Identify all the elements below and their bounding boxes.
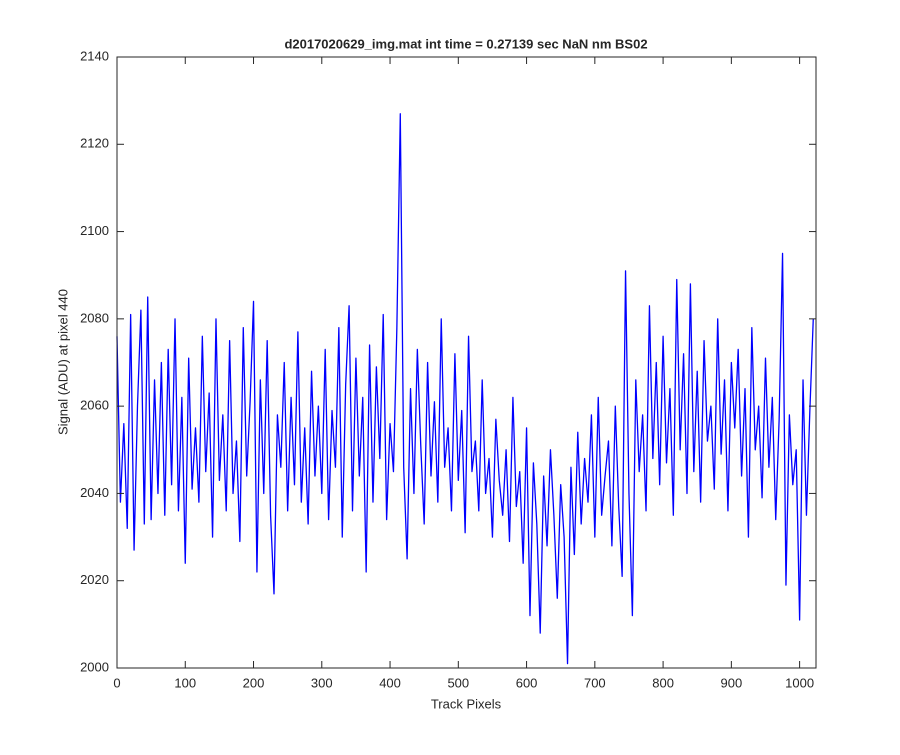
y-tick-label: 2140 bbox=[80, 48, 109, 63]
y-tick-label: 2060 bbox=[80, 398, 109, 413]
x-tick-label: 500 bbox=[447, 675, 469, 690]
x-tick-label: 100 bbox=[174, 675, 196, 690]
axes-box bbox=[116, 56, 817, 669]
x-tick-label: 600 bbox=[516, 675, 538, 690]
y-tick-label: 2040 bbox=[80, 485, 109, 500]
x-tick-label: 800 bbox=[652, 675, 674, 690]
x-tick-label: 0 bbox=[113, 675, 120, 690]
x-tick-label: 400 bbox=[379, 675, 401, 690]
y-tick-label: 2100 bbox=[80, 223, 109, 238]
x-tick-label: 700 bbox=[584, 675, 606, 690]
chart-title: d2017020629_img.mat int time = 0.27139 s… bbox=[284, 36, 647, 51]
y-tick-label: 2020 bbox=[80, 572, 109, 587]
x-tick-label: 300 bbox=[311, 675, 333, 690]
x-tick-label: 900 bbox=[721, 675, 743, 690]
x-tick-label: 1000 bbox=[785, 675, 814, 690]
y-tick-label: 2120 bbox=[80, 136, 109, 151]
y-tick-label: 2080 bbox=[80, 310, 109, 325]
y-tick-label: 2000 bbox=[80, 659, 109, 674]
x-tick-label: 200 bbox=[243, 675, 265, 690]
data-line bbox=[116, 113, 814, 665]
y-axis-label: Signal (ADU) at pixel 440 bbox=[55, 289, 70, 435]
x-axis-label: Track Pixels bbox=[431, 696, 502, 711]
